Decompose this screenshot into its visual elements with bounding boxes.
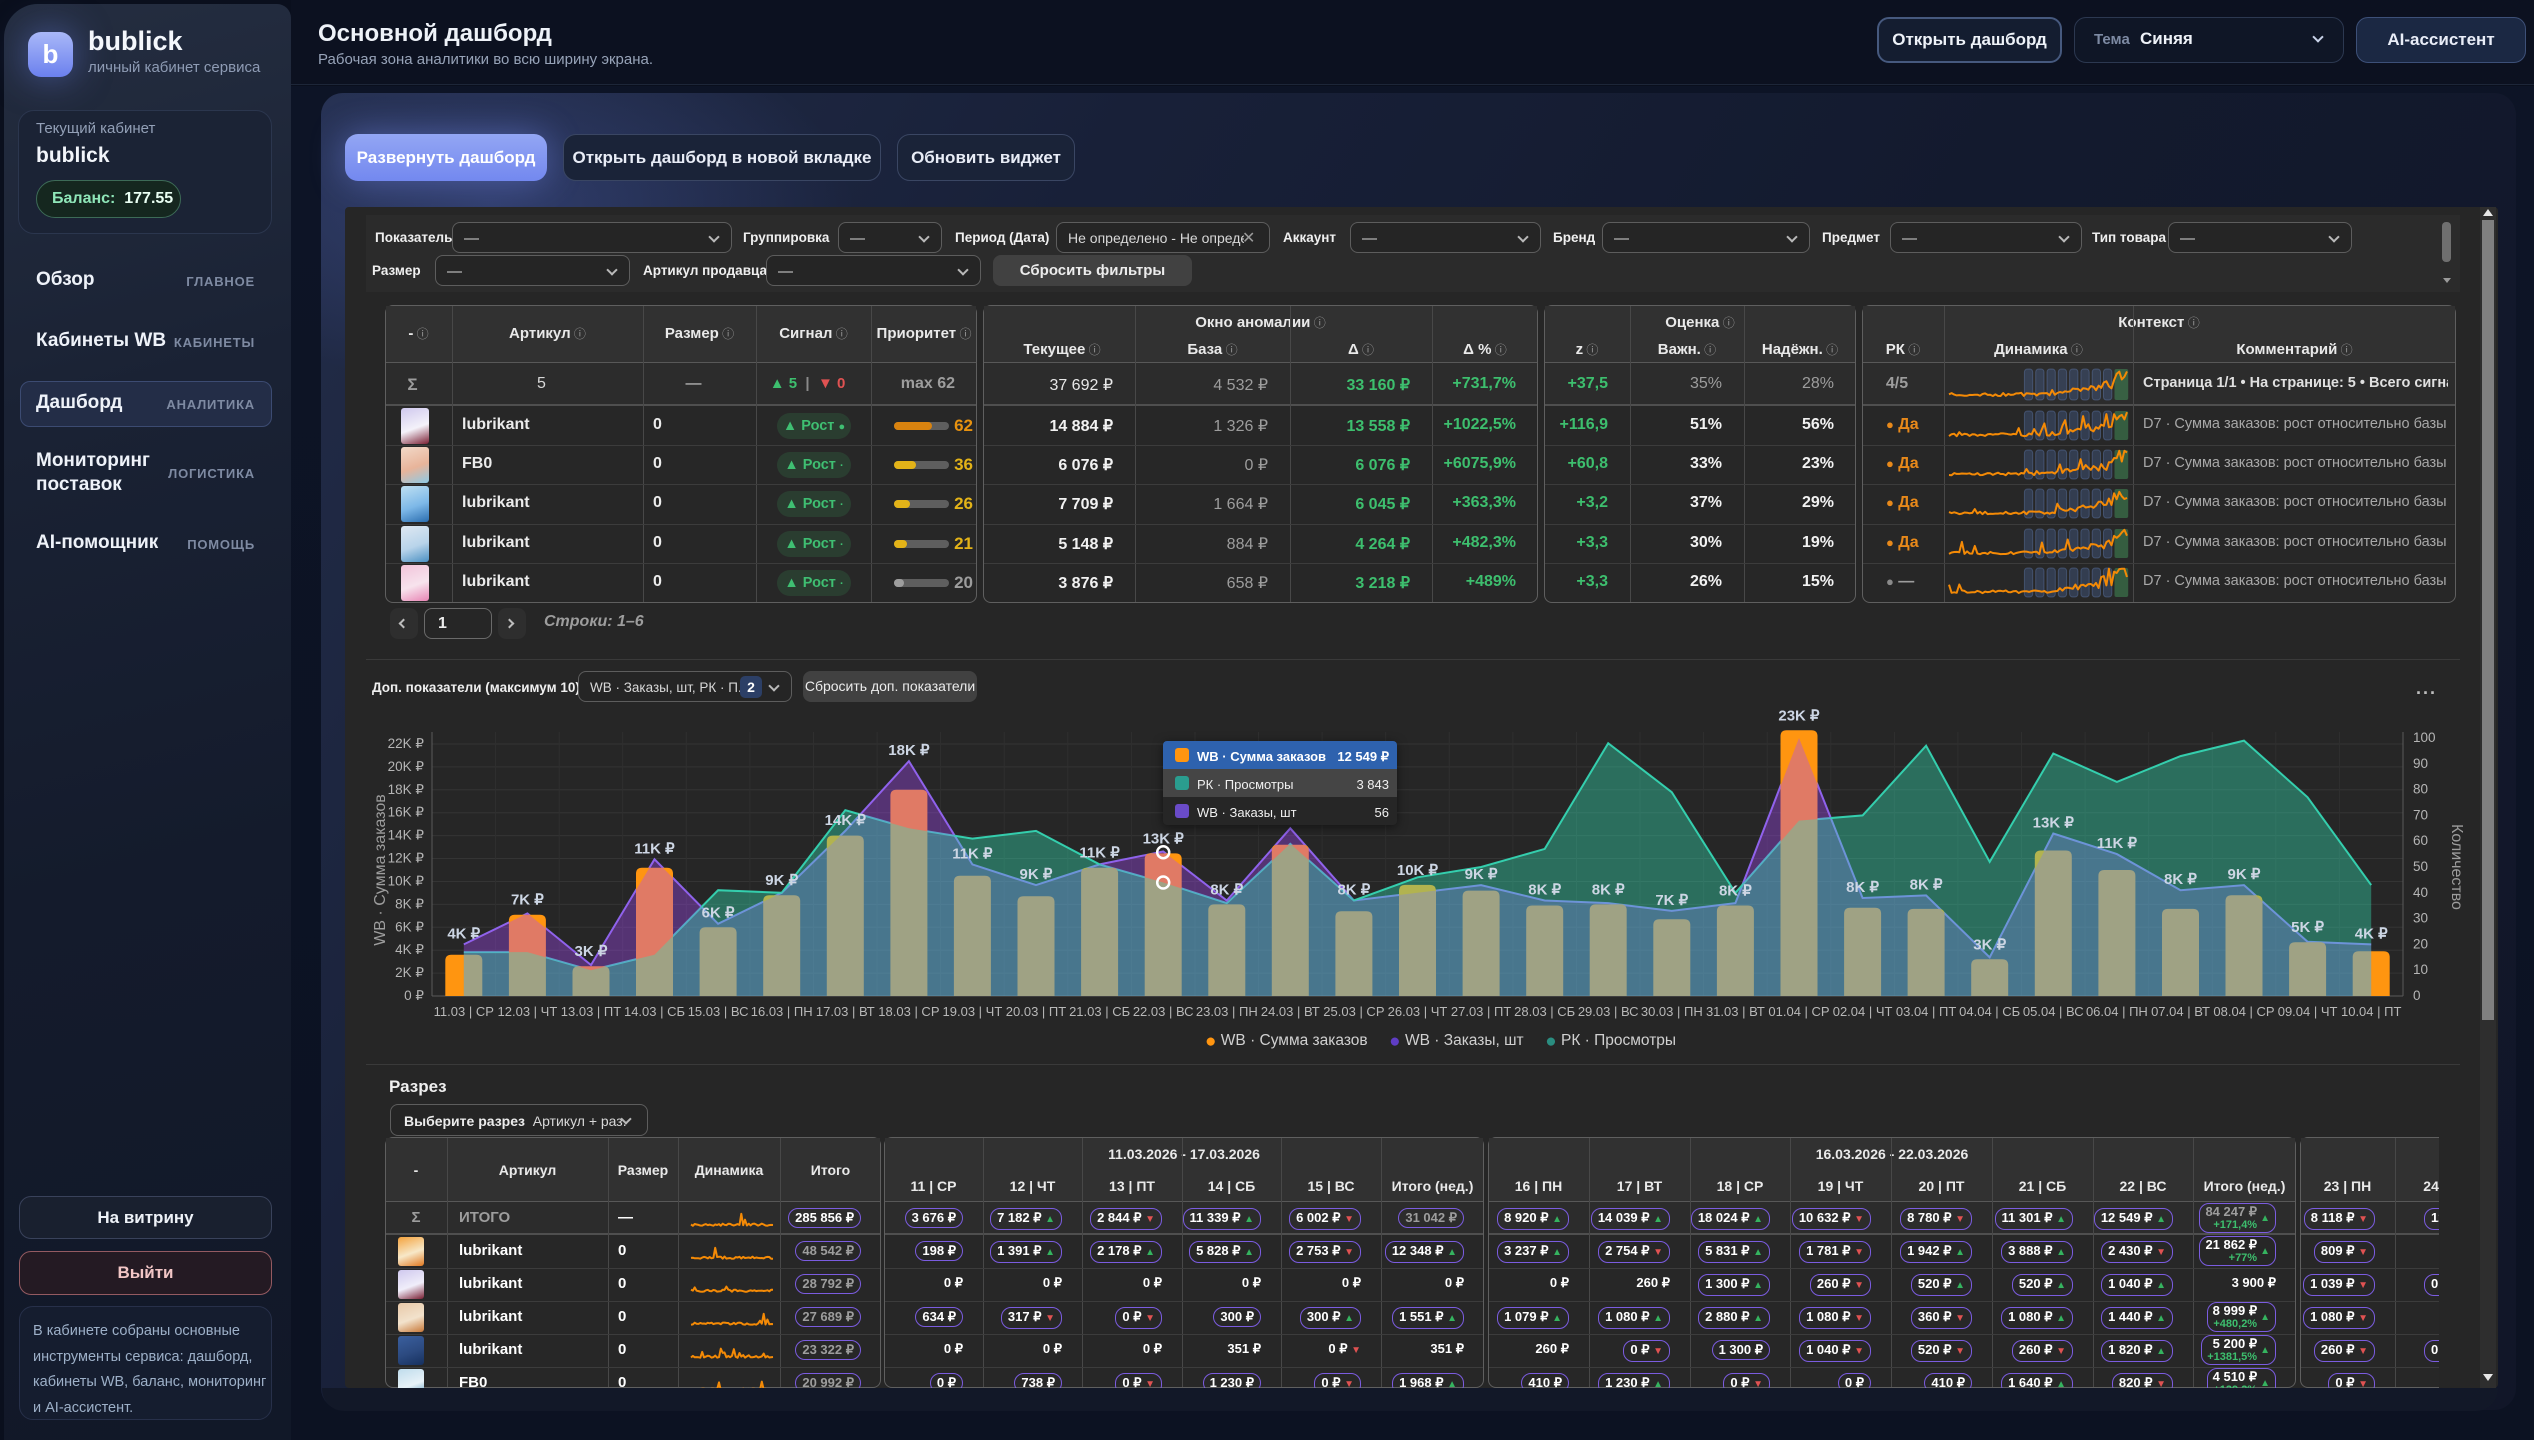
svg-text:24.03 | ВТ: 24.03 | ВТ: [1261, 1004, 1320, 1019]
svg-text:8K ₽: 8K ₽: [395, 896, 424, 911]
svg-text:50: 50: [2413, 859, 2428, 874]
svg-text:WB · Сумма заказов: WB · Сумма заказов: [372, 794, 389, 946]
svg-text:16.03 | ПН: 16.03 | ПН: [751, 1004, 813, 1019]
svg-text:6K ₽: 6K ₽: [702, 904, 735, 921]
svg-text:30.03 | ПН: 30.03 | ПН: [1641, 1004, 1703, 1019]
svg-text:60: 60: [2413, 833, 2428, 848]
svg-text:13K ₽: 13K ₽: [1143, 830, 1185, 847]
svg-text:40: 40: [2413, 885, 2428, 900]
svg-text:4K ₽: 4K ₽: [447, 925, 480, 942]
svg-text:Количество: Количество: [2448, 824, 2465, 910]
svg-text:21.03 | СБ: 21.03 | СБ: [1069, 1004, 1130, 1019]
svg-text:6K ₽: 6K ₽: [395, 919, 424, 934]
svg-text:15.03 | ВС: 15.03 | ВС: [688, 1004, 749, 1019]
svg-text:05.04 | ВС: 05.04 | ВС: [2023, 1004, 2084, 1019]
svg-text:14K ₽: 14K ₽: [825, 812, 867, 829]
svg-text:9K ₽: 9K ₽: [1020, 866, 1053, 883]
svg-text:07.04 | ВТ: 07.04 | ВТ: [2151, 1004, 2210, 1019]
svg-text:4K ₽: 4K ₽: [395, 942, 424, 957]
svg-text:22K ₽: 22K ₽: [388, 736, 425, 751]
svg-text:7K ₽: 7K ₽: [1655, 892, 1688, 909]
svg-text:100: 100: [2413, 730, 2436, 745]
svg-text:14.03 | СБ: 14.03 | СБ: [624, 1004, 685, 1019]
svg-text:11.03 | СР: 11.03 | СР: [434, 1004, 494, 1019]
svg-text:11K ₽: 11K ₽: [1079, 845, 1120, 862]
svg-text:3K ₽: 3K ₽: [575, 943, 608, 960]
svg-text:9K ₽: 9K ₽: [2228, 866, 2261, 883]
svg-text:7K ₽: 7K ₽: [511, 892, 544, 909]
svg-text:28.03 | СБ: 28.03 | СБ: [1514, 1004, 1575, 1019]
svg-text:8K ₽: 8K ₽: [1337, 882, 1370, 899]
svg-text:13K ₽: 13K ₽: [2033, 815, 2075, 832]
svg-text:10K ₽: 10K ₽: [388, 874, 425, 889]
svg-text:18.03 | СР: 18.03 | СР: [878, 1004, 939, 1019]
svg-text:8K ₽: 8K ₽: [1846, 879, 1879, 896]
svg-text:10K ₽: 10K ₽: [1397, 862, 1439, 879]
svg-text:9K ₽: 9K ₽: [765, 872, 798, 889]
svg-text:10: 10: [2413, 962, 2428, 977]
svg-text:8K ₽: 8K ₽: [1592, 881, 1625, 898]
svg-text:20K ₽: 20K ₽: [388, 759, 425, 774]
svg-text:14K ₽: 14K ₽: [388, 828, 425, 843]
svg-text:10.04 | ПТ: 10.04 | ПТ: [2341, 1004, 2401, 1019]
svg-text:29.03 | ВС: 29.03 | ВС: [1578, 1004, 1639, 1019]
svg-text:2K ₽: 2K ₽: [395, 965, 424, 980]
svg-text:0: 0: [2413, 988, 2421, 1003]
svg-text:23K ₽: 23K ₽: [1778, 707, 1820, 724]
svg-text:22.03 | ВС: 22.03 | ВС: [1133, 1004, 1194, 1019]
svg-text:04.04 | СБ: 04.04 | СБ: [1959, 1004, 2020, 1019]
svg-text:01.04 | СР: 01.04 | СР: [1768, 1004, 1829, 1019]
svg-text:19.03 | ЧТ: 19.03 | ЧТ: [943, 1004, 1003, 1019]
svg-text:9K ₽: 9K ₽: [1465, 866, 1498, 883]
svg-text:16K ₽: 16K ₽: [388, 805, 425, 820]
svg-text:31.03 | ВТ: 31.03 | ВТ: [1706, 1004, 1765, 1019]
svg-text:18K ₽: 18K ₽: [388, 782, 425, 797]
svg-text:13.03 | ПТ: 13.03 | ПТ: [561, 1004, 621, 1019]
svg-text:12.03 | ЧТ: 12.03 | ЧТ: [498, 1004, 558, 1019]
svg-text:11K ₽: 11K ₽: [952, 845, 993, 862]
svg-text:03.04 | ПТ: 03.04 | ПТ: [1896, 1004, 1956, 1019]
svg-text:80: 80: [2413, 782, 2428, 797]
svg-text:4K ₽: 4K ₽: [2355, 925, 2388, 942]
svg-text:3K ₽: 3K ₽: [1973, 936, 2006, 953]
svg-text:90: 90: [2413, 756, 2428, 771]
svg-text:5K ₽: 5K ₽: [2291, 919, 2324, 936]
svg-text:0 ₽: 0 ₽: [404, 988, 424, 1003]
svg-text:8K ₽: 8K ₽: [1528, 882, 1561, 899]
svg-text:02.04 | ЧТ: 02.04 | ЧТ: [1833, 1004, 1893, 1019]
svg-text:09.04 | ЧТ: 09.04 | ЧТ: [2278, 1004, 2338, 1019]
svg-text:20.03 | ПТ: 20.03 | ПТ: [1006, 1004, 1066, 1019]
svg-text:8K ₽: 8K ₽: [1719, 883, 1752, 900]
svg-text:17.03 | ВТ: 17.03 | ВТ: [816, 1004, 875, 1019]
svg-text:08.04 | СР: 08.04 | СР: [2213, 1004, 2274, 1019]
svg-text:12K ₽: 12K ₽: [388, 851, 425, 866]
svg-text:27.03 | ПТ: 27.03 | ПТ: [1451, 1004, 1511, 1019]
svg-text:18K ₽: 18K ₽: [888, 742, 930, 759]
svg-text:30: 30: [2413, 911, 2428, 926]
svg-text:23.03 | ПН: 23.03 | ПН: [1196, 1004, 1258, 1019]
svg-text:20: 20: [2413, 936, 2428, 951]
svg-text:70: 70: [2413, 807, 2428, 822]
svg-text:8K ₽: 8K ₽: [1910, 876, 1943, 893]
svg-text:26.03 | ЧТ: 26.03 | ЧТ: [1388, 1004, 1448, 1019]
svg-text:11K ₽: 11K ₽: [2097, 835, 2138, 852]
svg-text:06.04 | ПН: 06.04 | ПН: [2086, 1004, 2148, 1019]
svg-text:8K ₽: 8K ₽: [2164, 871, 2197, 888]
svg-text:8K ₽: 8K ₽: [1210, 881, 1243, 898]
svg-text:25.03 | СР: 25.03 | СР: [1323, 1004, 1384, 1019]
svg-text:11K ₽: 11K ₽: [634, 840, 675, 857]
